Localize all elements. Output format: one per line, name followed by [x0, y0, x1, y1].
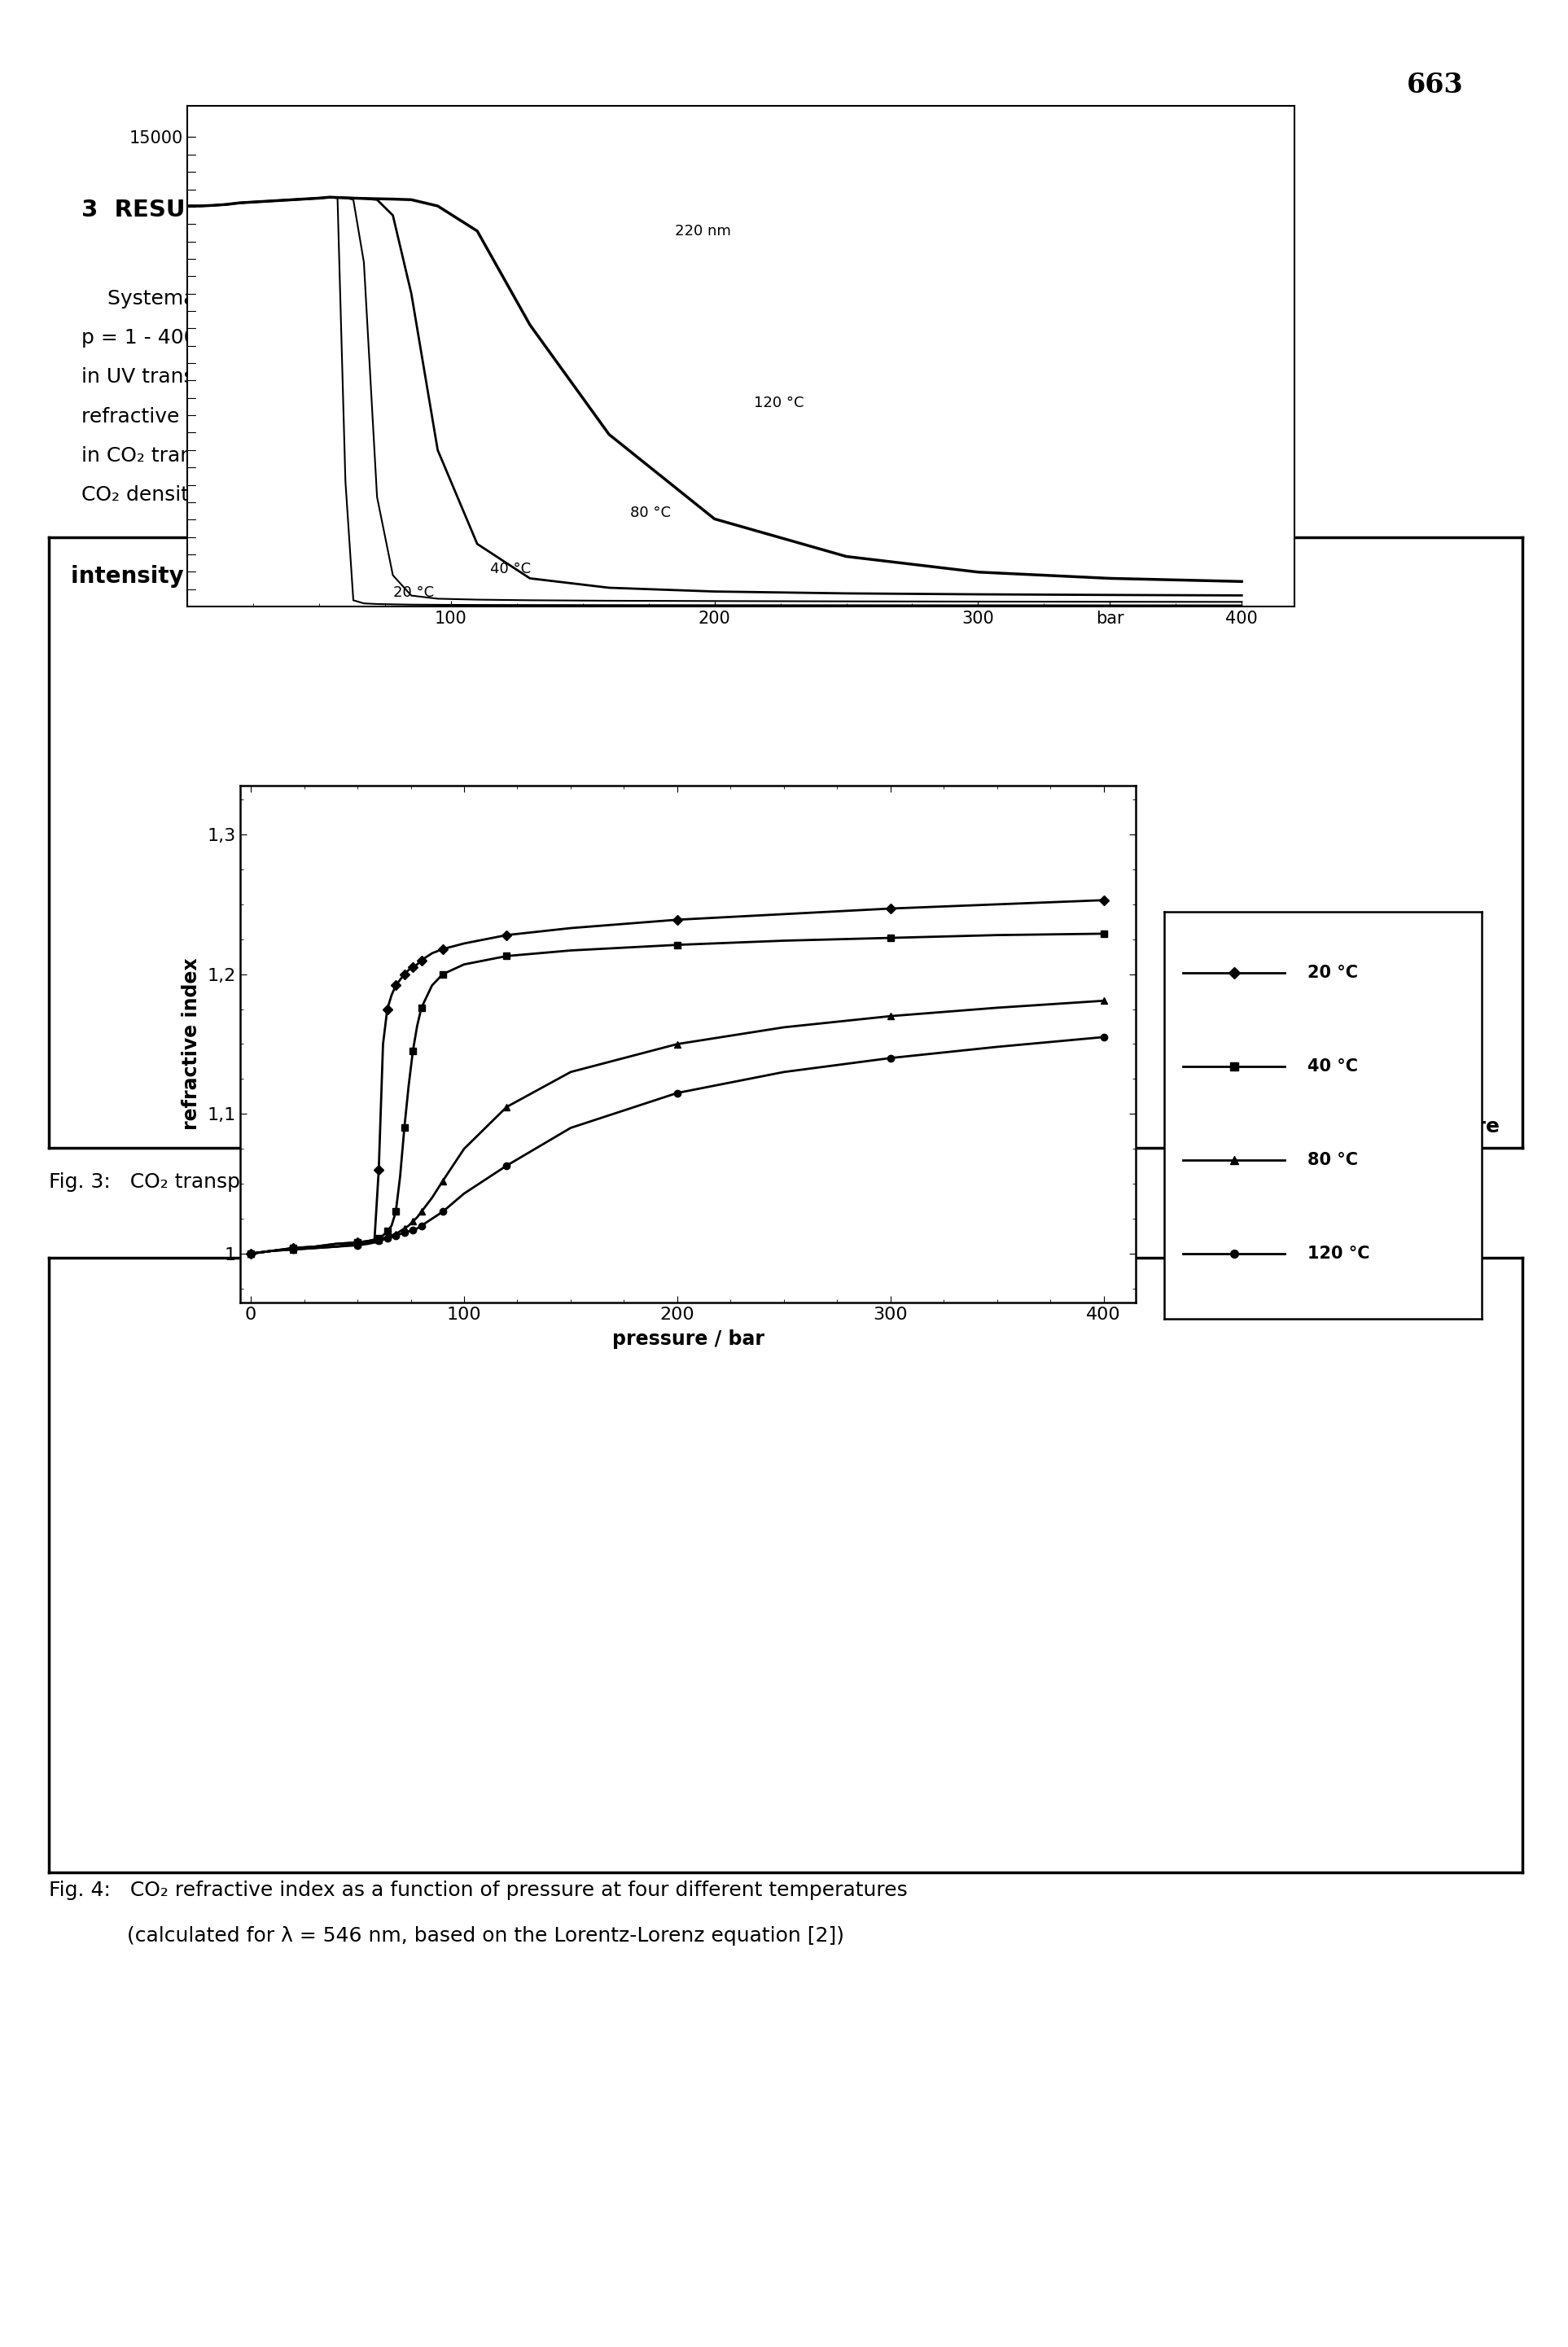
Text: (calculated for λ = 546 nm, based on the Lorentz-Lorenz equation [2]): (calculated for λ = 546 nm, based on the…	[49, 1927, 844, 1946]
Text: Systematic investigations into the UV-VIS spectroscopic properties of carbon dio: Systematic investigations into the UV-VI…	[82, 289, 996, 307]
Text: in CO₂ transparency. The detection of shortwave absorption bands, e.g., is limit: in CO₂ transparency. The detection of sh…	[82, 446, 994, 465]
Text: Fig. 3:   CO₂ transparency at λ = 220 nm as a function of pressure and temperatu: Fig. 3: CO₂ transparency at λ = 220 nm a…	[49, 1174, 902, 1192]
Text: intensity of transmitted radiation: intensity of transmitted radiation	[71, 566, 500, 587]
Text: in UV transparency (figure 3). This decrease is caused by a significant increase: in UV transparency (figure 3). This decr…	[82, 368, 999, 387]
Text: 20 °C: 20 °C	[394, 584, 434, 601]
Text: 220 nm: 220 nm	[674, 223, 731, 239]
Text: refractive index (figure 4). Therfore changes in CO₂ pressure or temperature eff: refractive index (figure 4). Therfore ch…	[82, 406, 1019, 427]
Text: 120 °C: 120 °C	[754, 397, 804, 411]
Text: 20 °C: 20 °C	[1308, 965, 1358, 981]
Text: 120 °C: 120 °C	[1308, 1246, 1369, 1263]
Text: 663: 663	[1406, 73, 1463, 99]
Text: 80 °C: 80 °C	[1308, 1152, 1358, 1169]
Text: 40 °C: 40 °C	[491, 561, 532, 577]
Text: CO₂ densities.: CO₂ densities.	[82, 486, 224, 505]
Text: 40 °C: 40 °C	[1308, 1058, 1358, 1075]
Text: 3  RESULTS: 3 RESULTS	[82, 197, 229, 221]
Text: 80 °C: 80 °C	[630, 505, 671, 521]
Text: Fig. 4:   CO₂ refractive index as a function of pressure at four different tempe: Fig. 4: CO₂ refractive index as a functi…	[49, 1880, 908, 1901]
Text: pressure: pressure	[1399, 1117, 1501, 1136]
X-axis label: pressure / bar: pressure / bar	[612, 1328, 764, 1350]
Y-axis label: refractive index: refractive index	[182, 958, 201, 1131]
Text: p = 1 - 400 bar and T = 20 - 150 °C showed that increasing CO₂ density effects a: p = 1 - 400 bar and T = 20 - 150 °C show…	[82, 329, 1011, 347]
